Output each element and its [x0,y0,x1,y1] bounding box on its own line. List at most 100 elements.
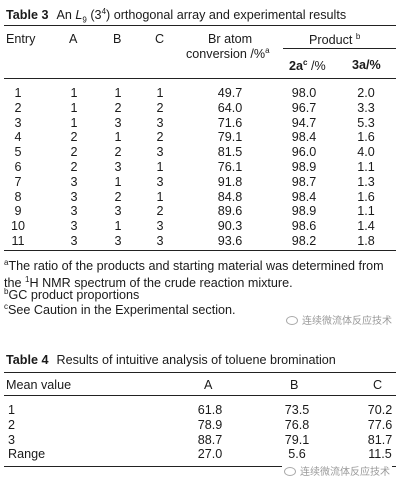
table-row: 8 3 2 1 84.8 98.4 1.6 [0,190,402,205]
cell-a: 3 [70,219,78,234]
cell-label: 2 [8,417,16,432]
cell-a: 3 [70,234,78,248]
cell-b: 3 [114,204,122,219]
cell-c: 2 [156,100,164,115]
header-entry: Entry [6,32,36,46]
table-3: Table 3 An L9 (34) orthogonal array and e… [0,7,402,327]
cell-a: 3 [70,189,78,204]
cell-conv: 90.3 [217,219,243,234]
cell-entry: 4 [14,130,22,145]
cell-p2a: 98.4 [291,130,317,145]
cell-b: 2 [114,100,122,115]
cell-c: 3 [156,145,164,160]
cell-b: 2 [114,145,122,160]
footnote-c: cSee Caution in the Experimental section… [4,302,236,318]
cell-b: 3 [114,115,122,130]
cell-a: 1 [70,115,78,130]
wechat-icon [286,316,298,325]
table-row: 9 3 3 2 89.6 98.9 1.1 [0,204,402,219]
cell-p3a: 1.6 [357,130,375,145]
table-row: 3 1 3 3 71.6 94.7 5.3 [0,116,402,131]
cell-c: 70.2 [367,403,393,417]
cell-c: 1 [156,86,164,100]
cell-conv: 93.6 [217,234,243,248]
header-br-line1: Br atom [208,32,253,46]
cell-p2a: 98.7 [291,174,317,189]
cell-label: Range [8,447,46,462]
cell-a: 3 [70,204,78,219]
cell-a: 3 [70,174,78,189]
cell-conv: 81.5 [217,145,243,160]
cell-conv: 89.6 [217,204,243,219]
header-br-line2: conversion /%a [186,46,270,62]
header-b: B [290,378,299,392]
cell-b: 3 [114,234,122,248]
cell-b: 1 [114,174,122,189]
table-row: 3 88.7 79.1 81.7 [0,433,402,448]
cell-conv: 84.8 [217,189,243,204]
cell-p3a: 2.0 [357,86,375,100]
bottom-rule [4,250,396,251]
cell-p2a: 98.4 [291,189,317,204]
cell-b: 1 [114,219,122,234]
cell-conv: 91.8 [217,174,243,189]
cell-entry: 3 [14,115,22,130]
cell-p2a: 96.0 [291,145,317,160]
table-row: 6 2 3 1 76.1 98.9 1.1 [0,160,402,175]
cell-conv: 71.6 [217,115,243,130]
cell-p3a: 1.3 [357,174,375,189]
table-row: 2 78.9 76.8 77.6 [0,418,402,433]
cell-a: 1 [70,86,78,100]
cell-a: 2 [70,130,78,145]
footnote-a: aThe ratio of the products and starting … [4,258,384,291]
cell-p2a: 98.0 [291,86,317,100]
cell-p3a: 1.4 [357,219,375,234]
cell-b: 1 [114,86,122,100]
cell-c: 81.7 [367,432,393,447]
cell-conv: 76.1 [217,160,243,174]
cell-entry: 7 [14,174,22,189]
table-3-label: Table 3 [6,8,49,23]
cell-c: 3 [156,219,164,234]
cell-p3a: 1.1 [357,204,375,219]
cell-p3a: 1.1 [357,160,375,174]
cell-entry: 5 [14,145,22,160]
cell-a: 61.8 [197,403,223,417]
cell-entry: 9 [14,204,22,219]
cell-entry: 11 [11,234,25,248]
cell-c: 2 [156,130,164,145]
cell-p2a: 98.2 [291,234,317,248]
watermark: 连续微流体反应技术 [286,312,392,327]
top-rule [4,372,396,373]
cell-c: 3 [156,115,164,130]
cell-b: 76.8 [284,417,310,432]
table-row: 4 2 1 2 79.1 98.4 1.6 [0,130,402,145]
cell-c: 11.5 [368,447,392,462]
cell-p2a: 96.7 [291,100,317,115]
header-c: C [373,378,383,392]
table-row: 10 3 1 3 90.3 98.6 1.4 [0,219,402,234]
cell-b: 73.5 [284,403,310,417]
cell-c: 1 [156,160,164,174]
cell-p2a: 94.7 [291,115,317,130]
cell-entry: 8 [14,189,22,204]
header-rule [4,78,396,79]
table-row: 5 2 2 3 81.5 96.0 4.0 [0,145,402,160]
footnote-b: bGC product proportions [4,287,140,303]
cell-p2a: 98.6 [291,219,317,234]
table-row: 1 1 1 1 49.7 98.0 2.0 [0,86,402,101]
cell-conv: 79.1 [217,130,243,145]
cell-entry: 10 [10,219,25,234]
cell-a: 2 [70,160,78,174]
table-row: 2 1 2 2 64.0 96.7 3.3 [0,101,402,116]
bottom-rule [4,466,396,467]
header-a: A [204,378,213,392]
table-4-label: Table 4 [6,353,49,367]
wechat-icon [284,467,296,476]
header-c: C [155,32,165,46]
cell-b: 79.1 [284,432,310,447]
table-row: Range 27.0 5.6 11.5 [0,447,402,462]
header-rule [4,395,396,396]
cell-c: 2 [156,204,164,219]
header-product: Product b [309,32,361,48]
